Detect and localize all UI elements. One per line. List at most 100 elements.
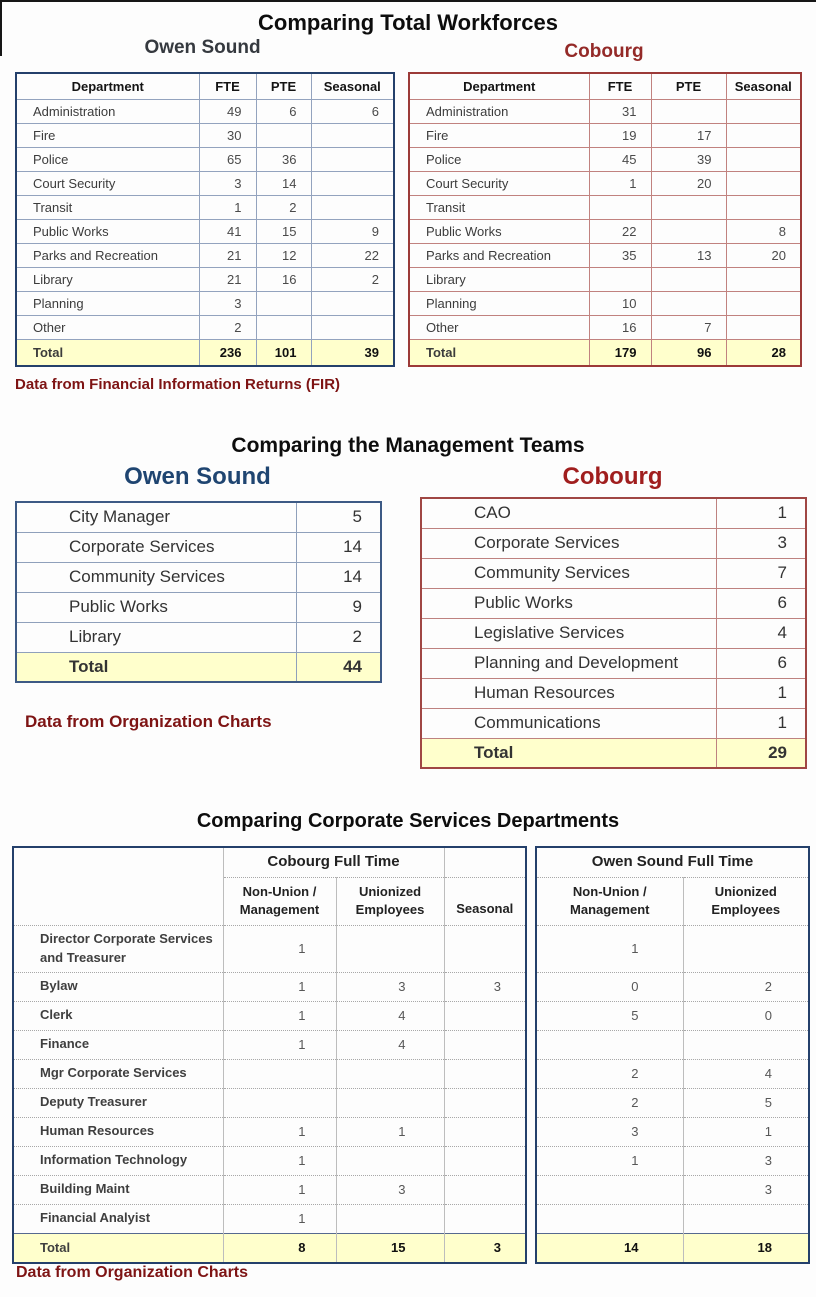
total-row: Total 179 96 28 [408, 338, 802, 367]
table-cell: 12 [255, 242, 312, 268]
table-cell: Planning [408, 290, 590, 316]
table-cell: 20 [650, 170, 727, 196]
total-cell: 179 [588, 338, 652, 367]
column-header: Non-Union / Management [222, 876, 336, 925]
table-cell [650, 98, 727, 124]
table-row [535, 1029, 809, 1059]
table-cell: 1 [715, 677, 807, 709]
table-cell [443, 1145, 526, 1175]
table-cell: 41 [198, 218, 257, 244]
table-cell [310, 170, 395, 196]
table-cell [443, 1029, 526, 1059]
header-row: Department FTE PTE Seasonal [408, 72, 802, 100]
total-label: Total [15, 338, 200, 367]
total-cell: 3 [443, 1232, 526, 1263]
screenshot-left-edge [0, 0, 2, 56]
group-header: Owen Sound Full Time [535, 846, 809, 877]
table-cell: Human Resources [12, 1116, 223, 1146]
table-cell [443, 924, 526, 972]
table-cell: Director Corporate Services and Treasure… [12, 924, 223, 972]
owen-sound-management-table: City Manager 5 Corporate Services 14 Communi… [15, 501, 382, 683]
table-row: Bylaw 1 3 3 [12, 971, 526, 1001]
table-cell: 3 [198, 290, 257, 316]
header-row: Department FTE PTE Seasonal [15, 72, 395, 100]
table-cell: 65 [198, 146, 257, 172]
table-row: Financial Analyist 1 [12, 1203, 526, 1233]
section-title-workforces: Comparing Total Workforces [258, 10, 558, 35]
table-cell [725, 98, 802, 124]
table-cell: Administration [15, 98, 200, 124]
table-cell: 19 [588, 122, 652, 148]
table-cell: Library [15, 621, 297, 653]
table-cell: 6 [255, 98, 312, 124]
table-cell: 1 [682, 1116, 809, 1146]
table-row: Public Works 41 15 9 [15, 218, 395, 244]
table-cell: 1 [222, 1029, 336, 1059]
table-cell [535, 1203, 683, 1233]
table-cell: 1 [222, 1174, 336, 1204]
table-cell: Finance [12, 1029, 223, 1059]
table-cell: Planning [15, 290, 200, 316]
table-cell: 35 [588, 242, 652, 268]
table-cell [310, 146, 395, 172]
table-row: Public Works 6 [420, 587, 807, 619]
total-label: Total [408, 338, 590, 367]
table-cell [725, 170, 802, 196]
table-cell: Clerk [12, 1000, 223, 1030]
table-cell [443, 1116, 526, 1146]
cobourg-workforce-title: Cobourg [564, 41, 644, 62]
table-cell: Community Services [15, 561, 297, 593]
table-cell: 22 [310, 242, 395, 268]
table-cell [725, 314, 802, 340]
table-cell: Police [15, 146, 200, 172]
table-cell: 1 [222, 924, 336, 972]
table-cell: 1 [222, 1203, 336, 1233]
caption-org-charts-bottom: Data from Organization Charts [16, 1264, 249, 1281]
table-cell [650, 290, 727, 316]
table-cell [725, 122, 802, 148]
section-title-corporate-services: Comparing Corporate Services Departments [196, 810, 620, 832]
column-header: Department [408, 72, 590, 100]
table-row: Human Resources 1 [420, 677, 807, 709]
table-cell [725, 146, 802, 172]
table-cell: Financial Analyist [12, 1203, 223, 1233]
table-row: Communications 1 [420, 707, 807, 739]
table-row: Human Resources 1 1 [12, 1116, 526, 1146]
table-cell: Legislative Services [420, 617, 717, 649]
table-cell: Transit [408, 194, 590, 220]
table-cell: Mgr Corporate Services [12, 1058, 223, 1088]
table-cell [725, 266, 802, 292]
table-cell: City Manager [15, 501, 297, 533]
table-cell: 1 [222, 971, 336, 1001]
table-cell: Police [408, 146, 590, 172]
table-cell: Community Services [420, 557, 717, 589]
table-cell: 2 [682, 971, 809, 1001]
owen-sound-management-title: Owen Sound [124, 463, 271, 490]
table-cell: Fire [408, 122, 590, 148]
table-cell: 2 [535, 1058, 683, 1088]
column-header: Non-Union / Management [535, 876, 683, 925]
table-cell: 3 [443, 971, 526, 1001]
total-cell: 29 [715, 737, 807, 769]
table-row: Transit 1 2 [15, 194, 395, 220]
table-cell: 36 [255, 146, 312, 172]
table-row [535, 1203, 809, 1233]
screenshot-top-edge [0, 0, 816, 2]
total-cell: 8 [222, 1232, 336, 1263]
table-cell [443, 1174, 526, 1204]
total-cell: 96 [650, 338, 727, 367]
table-row: Court Security 1 20 [408, 170, 802, 196]
table-row: Library 2 [15, 621, 382, 653]
column-header: FTE [588, 72, 652, 100]
header-row: Cobourg Full Time [12, 846, 526, 925]
table-cell: 17 [650, 122, 727, 148]
table-cell: Administration [408, 98, 590, 124]
table-cell [725, 194, 802, 220]
table-cell [443, 1203, 526, 1233]
caption-fir-source: Data from Financial Information Returns … [15, 376, 341, 393]
table-cell: Parks and Recreation [15, 242, 200, 268]
table-cell: Communications [420, 707, 717, 739]
